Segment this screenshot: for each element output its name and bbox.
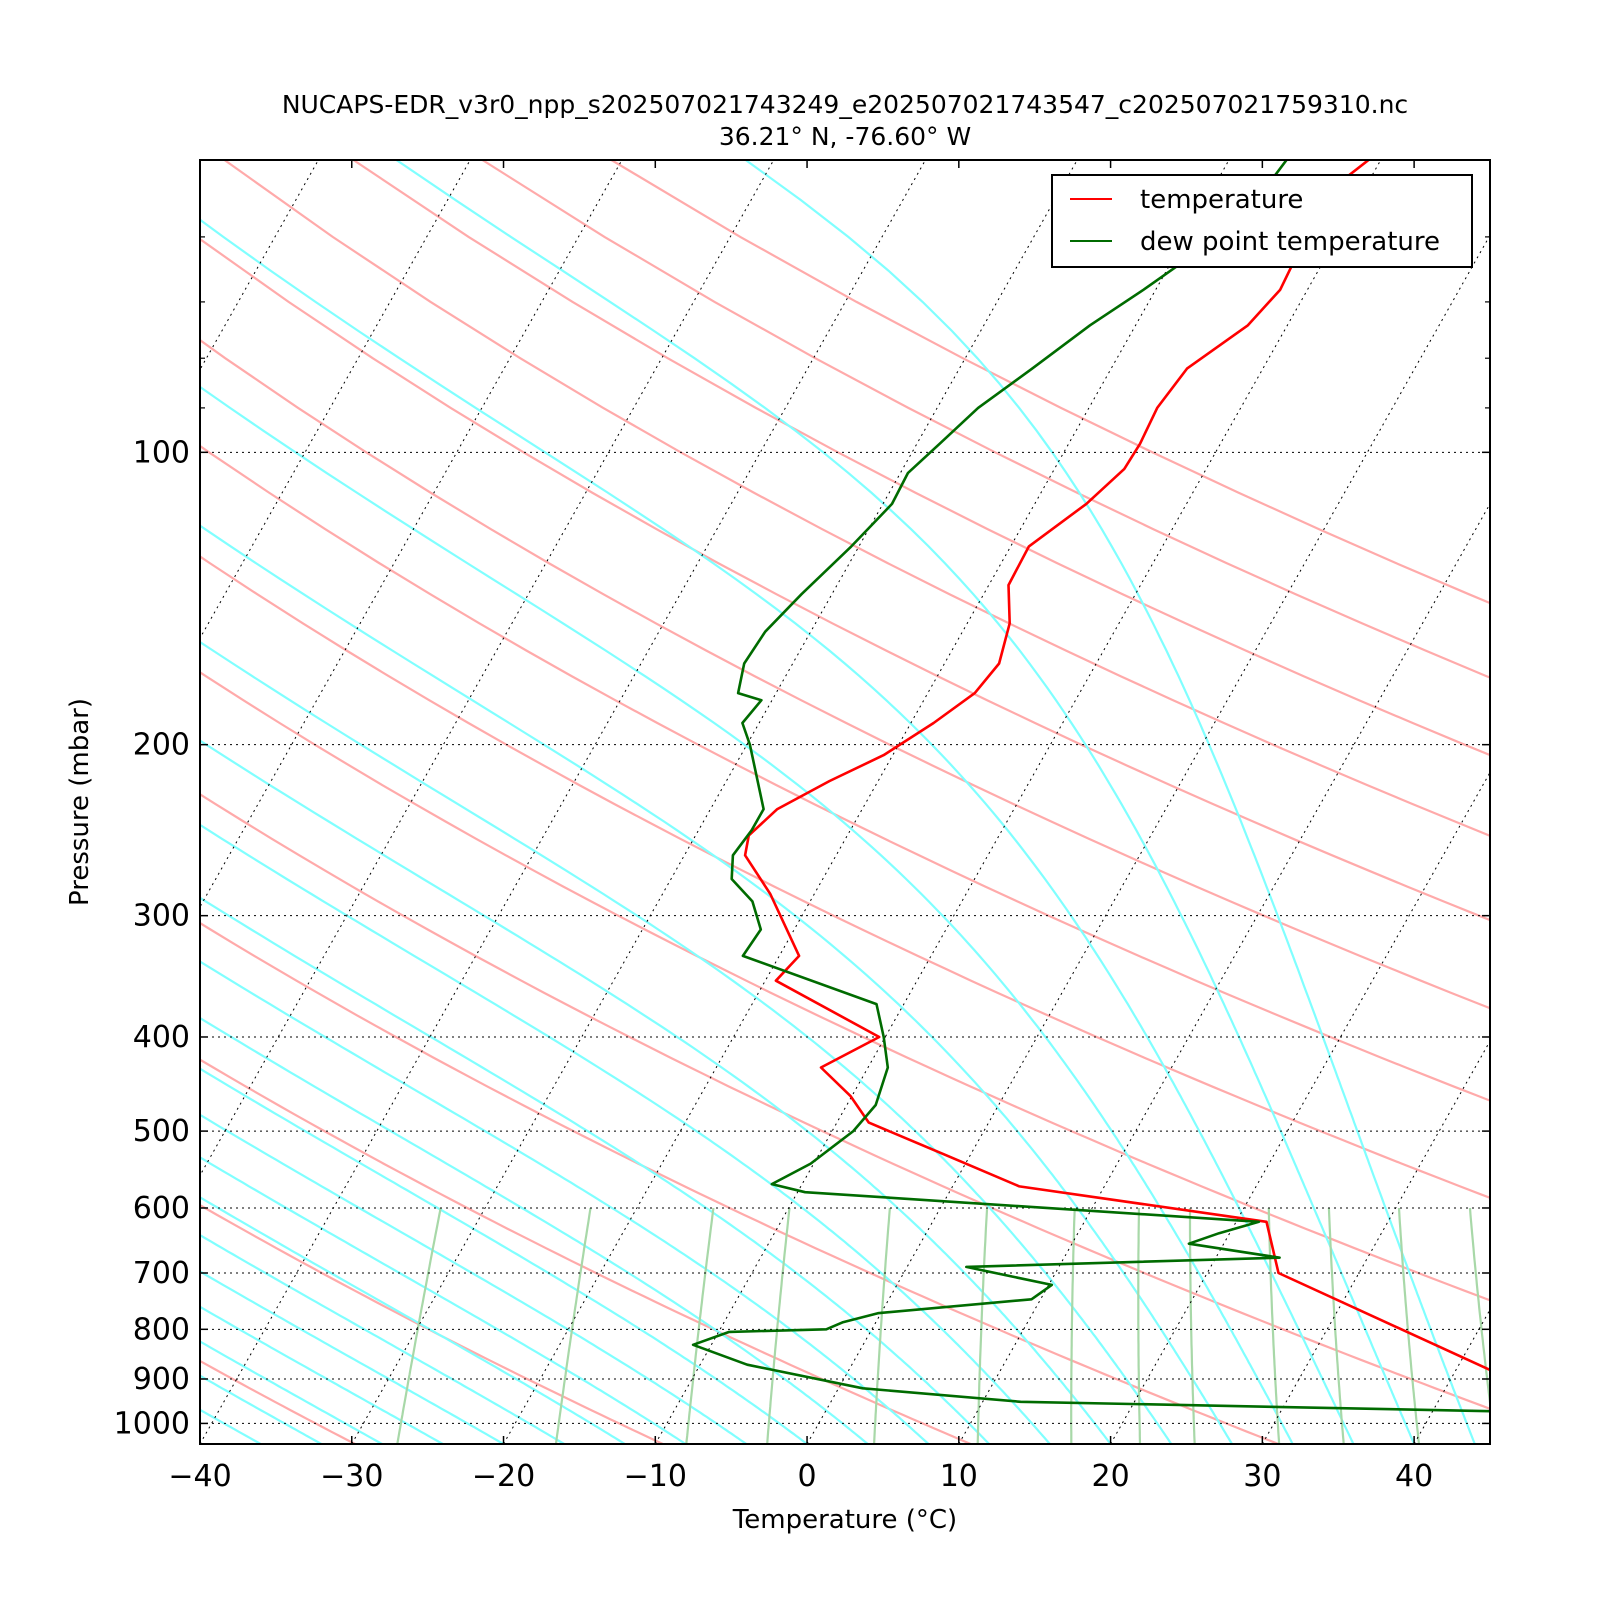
y-tick-label: 700 bbox=[133, 1256, 190, 1291]
x-tick-label: 0 bbox=[798, 1459, 817, 1494]
x-tick-labels: −40 −30 −20 −10 0 10 20 30 40 bbox=[168, 1459, 1433, 1494]
y-tick-label: 1000 bbox=[114, 1406, 190, 1441]
chart-title: NUCAPS-EDR_v3r0_npp_s202507021743249_e20… bbox=[282, 90, 1408, 119]
x-tick-label: 10 bbox=[940, 1459, 978, 1494]
y-tick-label: 300 bbox=[133, 899, 190, 934]
x-tick-label: −30 bbox=[320, 1459, 383, 1494]
y-tick-label: 100 bbox=[133, 435, 190, 470]
chart-subtitle: 36.21° N, -76.60° W bbox=[719, 122, 971, 151]
x-tick-label: 30 bbox=[1243, 1459, 1281, 1494]
y-tick-label: 900 bbox=[133, 1362, 190, 1397]
y-tick-label: 800 bbox=[133, 1312, 190, 1347]
x-axis-label: Temperature (°C) bbox=[732, 1505, 957, 1535]
legend-dew-point-label: dew point temperature bbox=[1140, 227, 1440, 257]
y-tick-label: 200 bbox=[133, 728, 190, 763]
x-tick-label: −20 bbox=[472, 1459, 535, 1494]
y-tick-label: 500 bbox=[133, 1114, 190, 1149]
legend: temperature dew point temperature bbox=[1052, 175, 1472, 267]
y-tick-label: 400 bbox=[133, 1020, 190, 1055]
legend-temperature-label: temperature bbox=[1140, 185, 1303, 215]
y-tick-label: 600 bbox=[133, 1191, 190, 1226]
x-tick-label: −40 bbox=[168, 1459, 231, 1494]
x-tick-label: 40 bbox=[1395, 1459, 1433, 1494]
y-axis-label: Pressure (mbar) bbox=[65, 698, 95, 906]
x-tick-label: −10 bbox=[624, 1459, 687, 1494]
x-tick-label: 20 bbox=[1091, 1459, 1129, 1494]
